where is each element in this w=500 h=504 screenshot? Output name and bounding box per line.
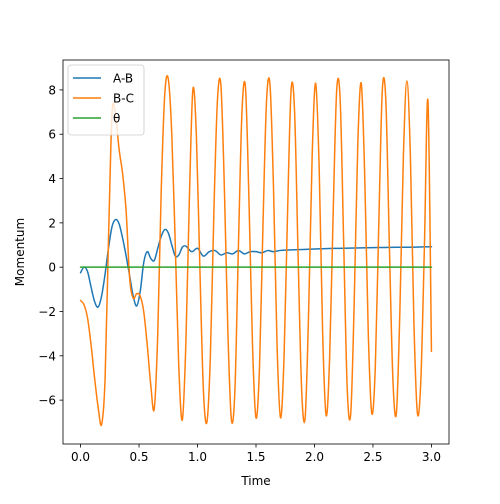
series-line-1 bbox=[79, 75, 433, 427]
y-tick-label: −4 bbox=[38, 349, 56, 363]
legend-label: B-C bbox=[113, 92, 134, 106]
y-tick-label: 6 bbox=[48, 128, 56, 142]
series-line-0 bbox=[79, 218, 433, 308]
legend: A-B B-C θ bbox=[67, 64, 145, 136]
y-tick-label: −2 bbox=[38, 305, 56, 319]
y-axis-label: Momentum bbox=[13, 218, 27, 286]
y-tick-label: 0 bbox=[48, 261, 56, 275]
legend-label: A-B bbox=[113, 72, 133, 86]
y-tick-label: −6 bbox=[38, 394, 56, 408]
y-tick-label: 4 bbox=[48, 172, 56, 186]
x-tick-label: 0.5 bbox=[129, 450, 148, 464]
x-tick-label: 0.0 bbox=[71, 450, 90, 464]
x-axis-ticks: 0.0 0.5 1.0 1.5 2.0 2.5 3.0 bbox=[71, 444, 441, 464]
x-tick-label: 1.0 bbox=[188, 450, 207, 464]
y-axis-ticks: −6 −4 −2 0 2 4 6 8 bbox=[38, 83, 63, 408]
plot-area bbox=[79, 75, 433, 427]
y-tick-label: 8 bbox=[48, 83, 56, 97]
series-layer bbox=[79, 75, 433, 427]
x-tick-label: 1.5 bbox=[246, 450, 265, 464]
legend-label: θ bbox=[113, 112, 120, 126]
y-tick-label: 2 bbox=[48, 216, 56, 230]
x-tick-label: 2.0 bbox=[305, 450, 324, 464]
x-tick-label: 2.5 bbox=[363, 450, 382, 464]
x-tick-label: 3.0 bbox=[422, 450, 441, 464]
x-axis-label: Time bbox=[240, 474, 270, 488]
